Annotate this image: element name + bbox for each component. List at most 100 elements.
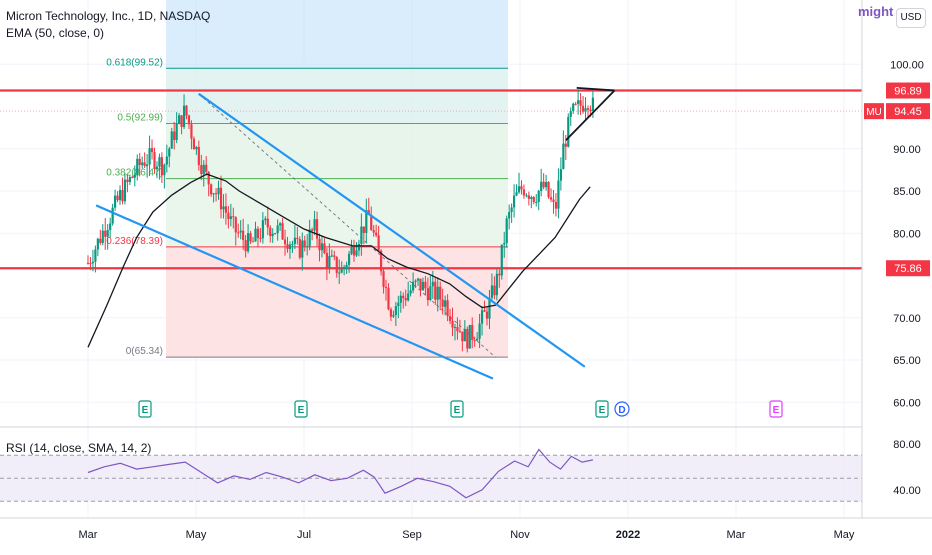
symbol-badge[interactable] xyxy=(864,103,884,120)
candle-body xyxy=(577,100,580,104)
candle-body xyxy=(335,256,338,273)
trend-channel-line[interactable] xyxy=(198,92,586,368)
candle-body xyxy=(562,143,565,170)
candle-body xyxy=(288,244,292,249)
candle-body xyxy=(446,300,449,317)
candle-body xyxy=(515,192,518,196)
earnings-marker[interactable] xyxy=(450,400,464,418)
candle-body xyxy=(569,111,572,117)
rsi-indicator-label[interactable]: RSI (14, close, SMA, 14, 2) xyxy=(6,441,151,455)
candle-body xyxy=(104,230,107,237)
candle-body xyxy=(429,286,432,301)
candle-body xyxy=(187,115,191,125)
candle-body xyxy=(402,295,405,299)
earnings-marker[interactable] xyxy=(138,400,152,418)
candle-body xyxy=(350,246,353,254)
candle-body xyxy=(441,299,444,307)
price-axis-tick: 60.00 xyxy=(893,397,921,409)
candle-body xyxy=(298,239,301,258)
candle-body xyxy=(537,190,540,202)
candle-body xyxy=(131,177,134,179)
candle-body xyxy=(217,187,220,195)
candle-body xyxy=(421,281,425,291)
candle-body xyxy=(266,218,269,228)
fib-level-label: 0.5(92.99) xyxy=(117,112,163,123)
rsi-line[interactable] xyxy=(87,448,594,499)
candle-body xyxy=(387,287,390,310)
time-axis-tick: Jul xyxy=(297,529,311,541)
event-marker-label: D xyxy=(618,405,625,416)
candle-body xyxy=(111,207,114,224)
candle-body xyxy=(508,211,511,219)
candle-body xyxy=(185,105,188,116)
candle-body xyxy=(106,230,109,237)
candle-body xyxy=(222,206,225,210)
candle-body xyxy=(116,195,119,201)
candle-body xyxy=(468,324,471,349)
candle-body xyxy=(340,268,343,273)
candle-body xyxy=(525,195,528,197)
event-marker-label: E xyxy=(454,405,461,416)
candle-body xyxy=(242,230,245,241)
candle-body xyxy=(453,327,457,329)
fib-trend-line[interactable] xyxy=(198,93,497,358)
candle-body xyxy=(382,271,385,287)
event-marker-label: E xyxy=(599,405,606,416)
candle-body xyxy=(554,202,558,209)
candle-body xyxy=(352,246,356,256)
rsi-axis-tick: 80.00 xyxy=(893,439,921,451)
candle-body xyxy=(318,238,321,251)
dividend-marker[interactable] xyxy=(614,401,630,417)
earnings-marker[interactable] xyxy=(595,400,609,418)
candle-body xyxy=(416,278,420,281)
candle-body xyxy=(274,233,277,235)
candle-body xyxy=(532,197,535,203)
candle-body xyxy=(113,195,117,208)
candle-body xyxy=(478,323,481,339)
price-axis-tick: 70.00 xyxy=(893,313,921,325)
candle-body xyxy=(426,288,429,301)
candle-body xyxy=(121,190,124,202)
candle-body xyxy=(192,138,196,150)
candle-body xyxy=(347,253,351,265)
currency-selector[interactable]: USD xyxy=(896,8,926,28)
candle-body xyxy=(444,300,447,307)
price-axis-tick: 80.00 xyxy=(893,228,921,240)
candle-body xyxy=(320,243,324,251)
candle-body xyxy=(522,189,526,196)
candle-body xyxy=(505,218,508,244)
candle-body xyxy=(564,143,567,147)
price-level-tag[interactable] xyxy=(886,103,930,120)
candle-body xyxy=(143,162,146,167)
price-level-tag[interactable] xyxy=(886,260,930,277)
candle-body xyxy=(138,158,141,166)
candle-body xyxy=(404,298,407,301)
candle-body xyxy=(527,195,530,199)
wedge-line[interactable] xyxy=(565,89,616,141)
ema-indicator-label[interactable]: EMA (50, close, 0) xyxy=(6,26,105,40)
trend-channel-line[interactable] xyxy=(95,204,494,380)
candle-body xyxy=(237,232,240,234)
candle-body xyxy=(549,197,553,200)
candle-body xyxy=(227,212,230,220)
candle-body xyxy=(559,169,562,181)
candle-body xyxy=(476,338,479,341)
candle-body xyxy=(239,230,242,233)
ema-50-line[interactable] xyxy=(87,173,591,348)
earnings-marker[interactable] xyxy=(769,400,783,418)
earnings-marker[interactable] xyxy=(294,400,308,418)
price-axis-tick: 65.00 xyxy=(893,355,921,367)
rsi-axis-tick: 40.00 xyxy=(893,485,921,497)
candle-body xyxy=(397,302,400,307)
candle-body xyxy=(293,237,296,244)
candle-body xyxy=(291,243,294,245)
candle-body xyxy=(207,171,210,185)
wedge-line[interactable] xyxy=(576,87,615,92)
time-axis-tick: May xyxy=(834,529,855,541)
price-level-tag[interactable] xyxy=(886,82,930,99)
symbol-badge-label: MU xyxy=(866,107,882,118)
candle-body xyxy=(574,103,577,105)
candle-body xyxy=(370,214,373,231)
